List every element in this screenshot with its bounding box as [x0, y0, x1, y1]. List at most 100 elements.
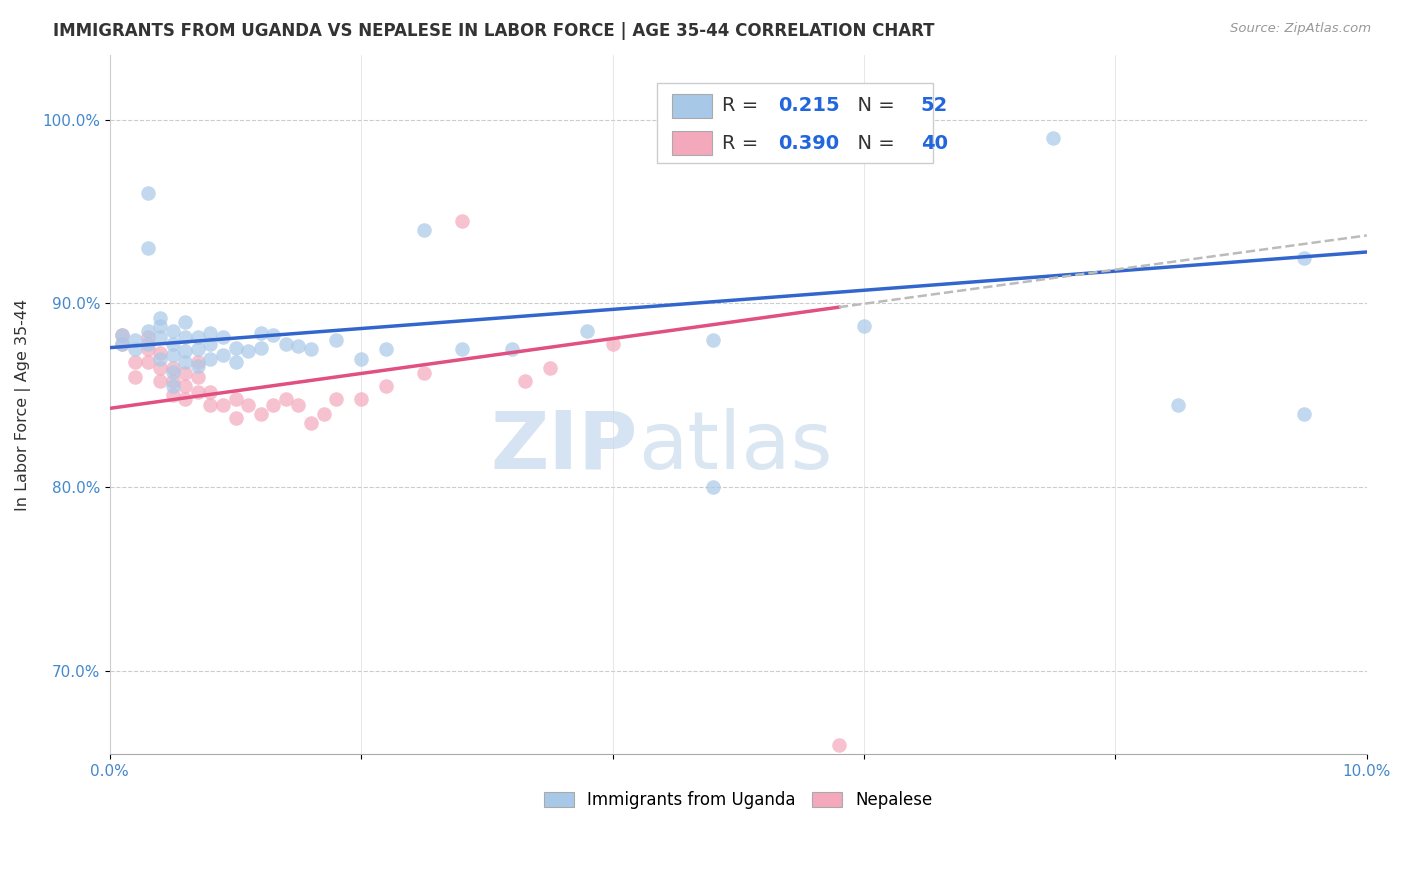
Point	[174, 344, 197, 359]
Text: 40: 40	[921, 134, 948, 153]
Point	[136, 343, 159, 357]
FancyBboxPatch shape	[657, 83, 934, 163]
Point	[828, 738, 851, 752]
Point	[187, 384, 209, 399]
Text: N =: N =	[845, 96, 901, 115]
Point	[299, 343, 322, 357]
Point	[287, 339, 309, 353]
Legend: Immigrants from Uganda, Nepalese: Immigrants from Uganda, Nepalese	[537, 784, 939, 816]
Point	[174, 392, 197, 406]
Text: N =: N =	[845, 134, 901, 153]
Point	[350, 351, 373, 366]
Point	[162, 360, 184, 375]
Point	[162, 348, 184, 362]
Point	[200, 384, 222, 399]
FancyBboxPatch shape	[672, 131, 711, 155]
Point	[136, 337, 159, 351]
Point	[325, 392, 347, 406]
Point	[174, 315, 197, 329]
Point	[236, 344, 259, 359]
Point	[212, 329, 235, 343]
Point	[413, 367, 436, 381]
Point	[162, 365, 184, 379]
Point	[1292, 407, 1315, 421]
Point	[136, 355, 159, 369]
Point	[274, 392, 297, 406]
Point	[249, 326, 271, 340]
Point	[212, 348, 235, 362]
Point	[450, 213, 472, 227]
Point	[225, 410, 247, 425]
Point	[702, 480, 724, 494]
Point	[174, 367, 197, 381]
Point	[853, 318, 876, 333]
Point	[602, 337, 624, 351]
Point	[174, 379, 197, 393]
Point	[538, 360, 561, 375]
Point	[162, 379, 184, 393]
Point	[274, 337, 297, 351]
Point	[111, 327, 134, 342]
Point	[1292, 251, 1315, 265]
Point	[249, 407, 271, 421]
Point	[149, 374, 172, 388]
Point	[124, 343, 146, 357]
Point	[212, 398, 235, 412]
Point	[149, 346, 172, 360]
Point	[149, 311, 172, 326]
Point	[325, 333, 347, 347]
Point	[1167, 398, 1189, 412]
Point	[187, 370, 209, 384]
Point	[174, 329, 197, 343]
Point	[225, 392, 247, 406]
Text: 0.390: 0.390	[779, 134, 839, 153]
Point	[702, 333, 724, 347]
Point	[299, 416, 322, 430]
Text: ZIP: ZIP	[491, 408, 638, 485]
Point	[413, 223, 436, 237]
Point	[200, 351, 222, 366]
Point	[576, 324, 599, 338]
Text: atlas: atlas	[638, 408, 832, 485]
Point	[187, 343, 209, 357]
Point	[124, 333, 146, 347]
Point	[375, 379, 398, 393]
FancyBboxPatch shape	[672, 94, 711, 118]
Text: 0.215: 0.215	[779, 96, 841, 115]
Point	[200, 326, 222, 340]
Point	[350, 392, 373, 406]
Point	[312, 407, 335, 421]
Point	[225, 355, 247, 369]
Point	[513, 374, 536, 388]
Point	[136, 329, 159, 343]
Point	[162, 324, 184, 338]
Point	[200, 337, 222, 351]
Point	[149, 329, 172, 343]
Point	[375, 343, 398, 357]
Point	[124, 355, 146, 369]
Point	[236, 398, 259, 412]
Point	[136, 186, 159, 200]
Text: R =: R =	[723, 96, 765, 115]
Point	[287, 398, 309, 412]
Point	[1042, 131, 1064, 145]
Text: IMMIGRANTS FROM UGANDA VS NEPALESE IN LABOR FORCE | AGE 35-44 CORRELATION CHART: IMMIGRANTS FROM UGANDA VS NEPALESE IN LA…	[53, 22, 935, 40]
Point	[149, 318, 172, 333]
Point	[149, 360, 172, 375]
Point	[124, 370, 146, 384]
Point	[162, 374, 184, 388]
Point	[249, 341, 271, 355]
Point	[262, 398, 284, 412]
Point	[149, 351, 172, 366]
Point	[162, 388, 184, 402]
Point	[187, 359, 209, 373]
Point	[111, 337, 134, 351]
Point	[136, 324, 159, 338]
Point	[111, 327, 134, 342]
Point	[501, 343, 523, 357]
Point	[225, 341, 247, 355]
Point	[136, 241, 159, 255]
Point	[200, 398, 222, 412]
Point	[187, 355, 209, 369]
Text: 52: 52	[921, 96, 948, 115]
